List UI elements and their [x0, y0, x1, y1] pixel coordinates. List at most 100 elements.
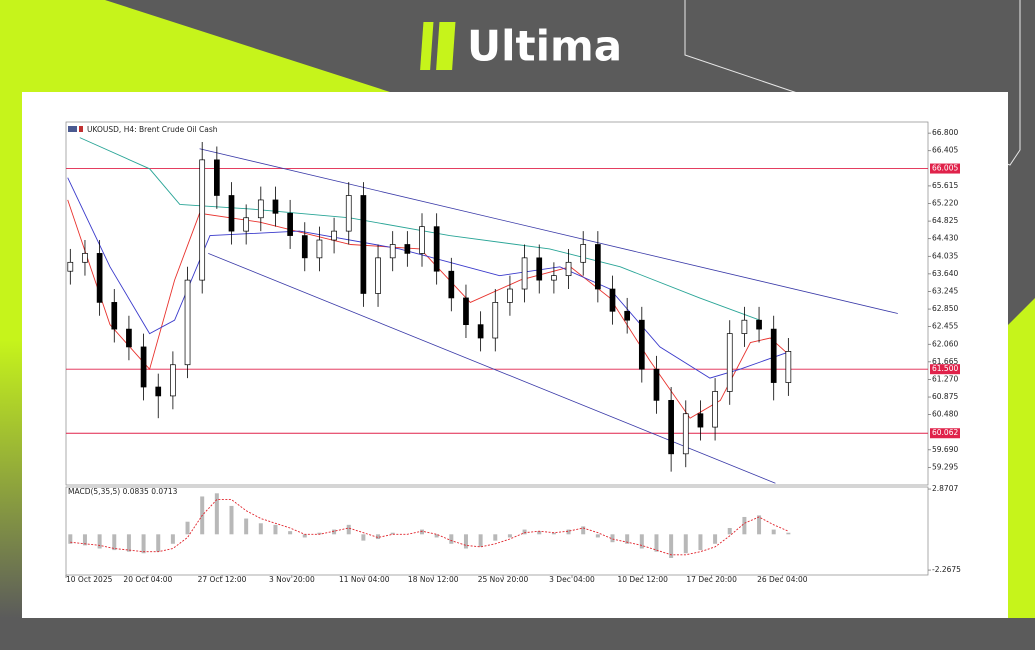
candle-body — [272, 199, 279, 214]
level-label: 60.062 — [932, 428, 958, 437]
candle-body — [653, 368, 660, 401]
candle-body — [331, 230, 337, 241]
candle-body — [668, 400, 674, 455]
candle-body — [697, 413, 704, 428]
candle-body — [770, 328, 777, 383]
level-tag — [930, 364, 960, 375]
y-tick-label: 64.035 — [932, 251, 958, 260]
candle-body — [184, 279, 191, 366]
background-accent — [0, 0, 390, 618]
candle-body — [360, 195, 367, 294]
y-tick-label: 62.060 — [932, 339, 958, 348]
candle-body — [345, 195, 352, 232]
candle-body — [111, 302, 118, 330]
x-tick-label: 17 Dec 20:00 — [686, 575, 737, 584]
y-tick-label: 2.8707 — [932, 484, 958, 493]
candle-body — [507, 288, 513, 303]
chart-card — [22, 92, 1008, 618]
y-tick-label: 65.220 — [932, 199, 958, 208]
candle-body — [712, 391, 718, 428]
logo-icon — [436, 22, 456, 70]
candle-body — [140, 346, 147, 388]
candle-body — [756, 319, 762, 330]
y-tick-label: 61.665 — [932, 357, 958, 366]
candle-body — [82, 253, 88, 263]
x-tick-label: 20 Oct 04:00 — [123, 575, 172, 584]
trendline — [208, 253, 776, 484]
level-label: 66.005 — [932, 164, 958, 173]
candle-body — [96, 253, 103, 303]
candle-body — [638, 319, 645, 370]
y-tick-label: 60.480 — [932, 410, 958, 419]
candle-body — [214, 159, 220, 196]
candle-body — [726, 333, 733, 392]
candle-body — [301, 235, 308, 259]
level-label: 61.500 — [932, 364, 958, 373]
y-tick-label: 64.825 — [932, 216, 958, 225]
candle-body — [389, 244, 396, 259]
logo-text: Ultima — [467, 22, 622, 71]
candle-body — [67, 261, 74, 272]
candle-body — [448, 270, 455, 299]
y-tick-label: 66.405 — [932, 146, 958, 155]
y-tick-label: 64.430 — [932, 234, 958, 243]
y-tick-label: 65.615 — [932, 181, 958, 190]
candle-body — [287, 212, 293, 236]
x-tick-label: 10 Dec 12:00 — [617, 575, 668, 584]
candle-body — [243, 217, 250, 232]
candle-body — [375, 257, 381, 294]
moving-average — [79, 137, 761, 321]
candle-body — [126, 328, 132, 348]
candle-body — [521, 257, 528, 290]
candle-body — [565, 261, 572, 277]
y-tick-label: 62.850 — [932, 304, 958, 313]
y-tick-label: 61.270 — [932, 374, 958, 383]
candle-body — [580, 244, 587, 263]
candle-body — [595, 244, 601, 290]
y-tick-label: 66.800 — [932, 128, 958, 137]
x-tick-label: 3 Dec 04:00 — [549, 575, 595, 584]
macd-signal — [70, 499, 789, 556]
y-tick-label: 59.690 — [932, 445, 958, 454]
macd-panel — [65, 486, 929, 576]
candle-body — [785, 351, 792, 383]
candle-body — [404, 244, 411, 254]
candle-body — [199, 159, 206, 281]
candle-body — [155, 386, 162, 397]
candle-body — [257, 199, 264, 219]
candle-body — [170, 364, 176, 397]
x-tick-label: 25 Nov 20:00 — [478, 575, 529, 584]
x-tick-label: 3 Nov 20:00 — [269, 575, 315, 584]
level-tag — [930, 428, 960, 439]
candle-body — [492, 302, 499, 339]
y-tick-label: -2.2675 — [932, 565, 961, 574]
y-tick-label: 62.455 — [932, 322, 958, 331]
moving-average — [67, 177, 791, 379]
candle-body — [433, 226, 440, 272]
level-tag — [930, 163, 960, 174]
candle-body — [609, 288, 616, 312]
candle-body — [624, 310, 631, 321]
x-tick-label: 26 Dec 04:00 — [757, 575, 808, 584]
candle-body — [316, 239, 323, 259]
y-tick-label: 63.245 — [932, 286, 958, 295]
symbol-icon — [68, 126, 77, 132]
x-tick-label: 27 Oct 12:00 — [198, 575, 247, 584]
trendline — [199, 148, 898, 314]
background-accent — [1008, 298, 1035, 618]
candle-body — [551, 275, 557, 281]
candle-body — [419, 226, 425, 254]
chart-title: UKOUSD, H4: Brent Crude Oil Cash — [87, 125, 218, 134]
candle-body — [682, 413, 689, 455]
x-tick-label: 11 Nov 04:00 — [339, 575, 390, 584]
y-tick-label: 63.640 — [932, 269, 958, 278]
price-panel — [65, 121, 929, 486]
x-tick-label: 10 Oct 2025 — [66, 575, 113, 584]
candle-body — [741, 319, 748, 334]
y-tick-label: 60.875 — [932, 392, 958, 401]
candle-body — [536, 257, 543, 281]
candle-body — [463, 297, 469, 326]
symbol-icon — [79, 126, 83, 132]
candle-body — [477, 324, 484, 339]
